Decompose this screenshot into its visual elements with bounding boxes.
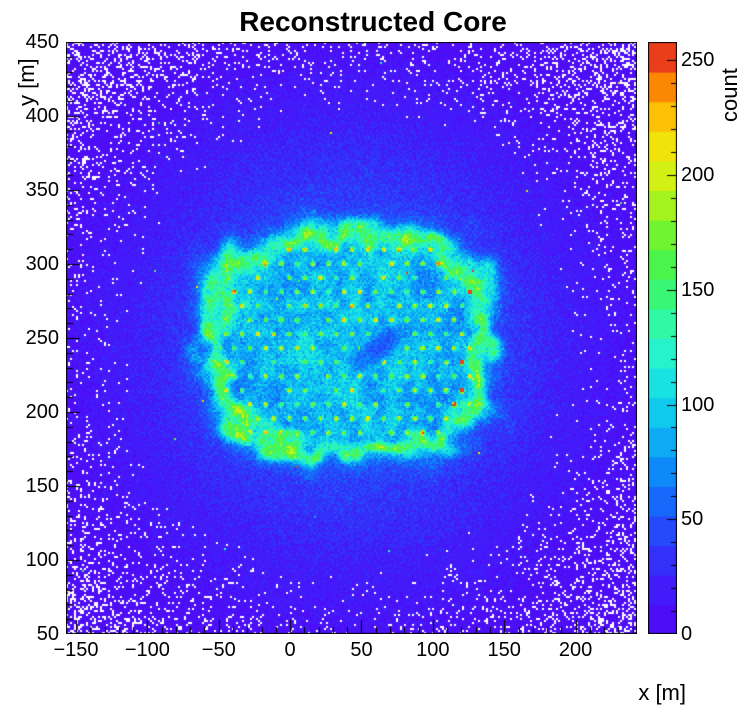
y-tick-label: 50 (36, 623, 59, 645)
heatmap-plot-area (66, 42, 637, 634)
x-tick-label: −100 (124, 639, 170, 661)
x-tick-label: 200 (558, 639, 593, 661)
y-tick-label: 300 (25, 253, 59, 275)
y-axis-title: y [m] (14, 58, 39, 106)
y-tick-label: 100 (25, 549, 59, 571)
colorbar-tick-label: 100 (681, 393, 715, 416)
y-tick-label: 200 (25, 401, 59, 423)
x-axis-title: x [m] (638, 680, 686, 705)
y-tick-label: 450 (25, 31, 59, 53)
x-tick-label: 0 (284, 639, 296, 661)
x-tick-label: 100 (416, 639, 450, 661)
y-tick-label: 400 (25, 105, 59, 127)
x-tick-label: 50 (350, 639, 373, 661)
y-tick-label: 250 (25, 327, 59, 349)
colorbar-title: count (717, 68, 742, 122)
colorbar-tick-label: 0 (681, 623, 693, 645)
colorbar-tick-label: 250 (681, 49, 715, 72)
colorbar-tick-label: 50 (681, 508, 704, 531)
x-tick-label: −50 (201, 639, 236, 661)
chart-title: Reconstructed Core (239, 6, 507, 37)
x-tick-label: −150 (53, 639, 99, 661)
colorbar (648, 42, 677, 634)
x-tick-label: 150 (487, 639, 521, 661)
y-tick-label: 150 (25, 475, 59, 497)
colorbar-tick-label: 200 (681, 164, 715, 187)
colorbar-tick-label: 150 (681, 278, 715, 301)
y-tick-label: 350 (25, 179, 59, 201)
